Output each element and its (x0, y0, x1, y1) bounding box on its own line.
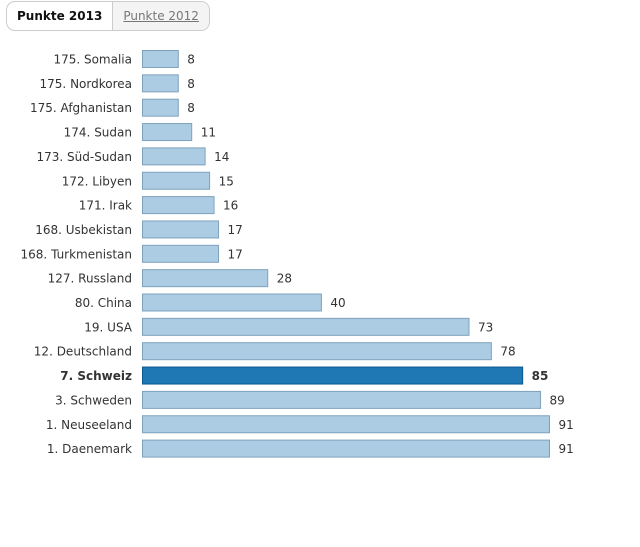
tab-punkte-2013[interactable]: Punkte 2013 (7, 2, 114, 30)
tab-punkte-2012[interactable]: Punkte 2012 (113, 2, 209, 30)
category-label: 19. USA (84, 320, 133, 334)
value-label: 14 (214, 150, 229, 164)
value-label: 89 (550, 393, 565, 407)
category-label: 1. Daenemark (47, 442, 132, 456)
tab-bar: Punkte 2013 Punkte 2012 (6, 1, 210, 31)
bar (142, 269, 269, 288)
category-label: 12. Deutschland (34, 345, 132, 359)
category-label: 168. Turkmenistan (21, 247, 132, 261)
value-label: 8 (187, 77, 195, 91)
bar (142, 74, 179, 93)
category-label: 174. Sudan (64, 126, 132, 140)
category-label: 80. China (75, 296, 132, 310)
bar (142, 244, 220, 263)
bar (142, 317, 470, 336)
category-label: 3. Schweden (55, 393, 132, 407)
value-label: 17 (228, 247, 243, 261)
value-label: 17 (228, 223, 243, 237)
bar (142, 415, 550, 434)
value-label: 73 (478, 320, 493, 334)
value-label: 91 (559, 418, 574, 432)
bar (142, 50, 179, 68)
value-label: 85 (532, 369, 549, 383)
category-label: 1. Neuseeland (46, 418, 132, 432)
category-label: 173. Süd-Sudan (36, 150, 132, 164)
category-label: 175. Afghanistan (30, 101, 132, 115)
category-label: 175. Nordkorea (40, 77, 132, 91)
bar (142, 171, 211, 190)
category-label: 168. Usbekistan (35, 223, 132, 237)
value-label: 28 (277, 272, 292, 286)
bar (142, 439, 550, 458)
value-label: 91 (559, 442, 574, 456)
category-label: 171. Irak (79, 199, 132, 213)
bar (142, 147, 206, 166)
category-label: 175. Somalia (53, 53, 132, 67)
bar-highlighted (142, 366, 524, 385)
value-label: 8 (187, 101, 195, 115)
bar (142, 293, 322, 312)
value-label: 11 (201, 126, 216, 140)
bar (142, 220, 220, 239)
category-label: 172. Libyen (62, 174, 132, 188)
bar (142, 98, 179, 117)
value-label: 78 (500, 345, 515, 359)
bar (142, 390, 542, 409)
category-label: 7. Schweiz (60, 369, 132, 383)
value-label: 16 (223, 199, 238, 213)
bar (142, 123, 193, 142)
bar (142, 196, 215, 215)
value-label: 8 (187, 53, 195, 67)
value-label: 15 (219, 174, 234, 188)
value-label: 40 (330, 296, 345, 310)
category-label: 127. Russland (48, 272, 132, 286)
bar (142, 342, 492, 361)
